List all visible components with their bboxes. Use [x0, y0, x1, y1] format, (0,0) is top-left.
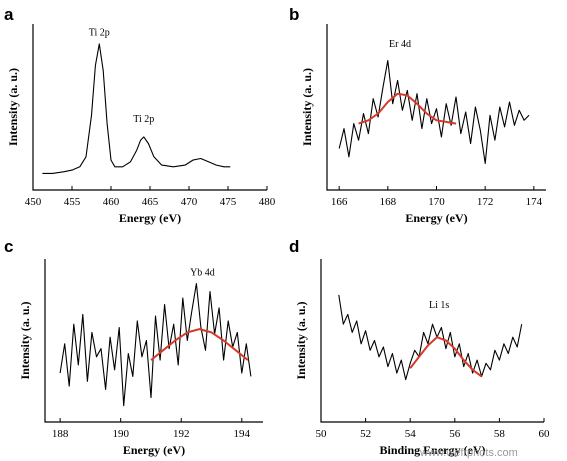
spectrum-line: [42, 43, 231, 174]
x-tick-label: 188: [52, 428, 69, 440]
x-tick-label: 170: [428, 196, 445, 208]
spectrum-line: [338, 59, 530, 164]
peak-label: Ti 2p: [89, 28, 110, 39]
y-axis-label: Intensity (a. u.): [300, 68, 314, 146]
peak-label: Er 4d: [389, 39, 411, 50]
spectrum-line: [338, 294, 523, 381]
x-tick-label: 455: [64, 196, 81, 208]
panel-a: a 450 455 460 465 470 475 480 Energy (eV) Intensi…: [4, 5, 276, 225]
x-tick-label: 60: [539, 428, 551, 440]
x-tick-label: 168: [380, 196, 397, 208]
axes-frame: [44, 259, 263, 423]
fit-curve-line: [409, 336, 483, 378]
panel-letter: a: [4, 5, 14, 24]
x-axis-label: Energy (eV): [405, 211, 467, 225]
x-tick-label: 194: [234, 428, 251, 440]
panel-letter: c: [4, 237, 13, 256]
x-tick-label: 475: [220, 196, 237, 208]
x-tick-label: 190: [112, 428, 129, 440]
x-tick-label: 465: [142, 196, 159, 208]
x-axis-label: Binding Energy (eV): [379, 443, 485, 457]
x-tick-label: 54: [405, 428, 417, 440]
x-axis-label: Energy (eV): [119, 211, 181, 225]
fit-curve-line: [150, 328, 249, 361]
x-tick-label: 460: [103, 196, 120, 208]
axes-frame: [326, 24, 546, 191]
x-tick-label: 192: [173, 428, 190, 440]
watermark: www.wefrphots.com: [419, 447, 518, 459]
peak-label: Yb 4d: [190, 267, 215, 278]
y-axis-label: Intensity (a. u.): [294, 301, 308, 379]
peak-label: Ti 2p: [133, 114, 154, 125]
panel-c: c 188 190 192 194 Energy (eV) Intensity (a. u.…: [4, 237, 263, 457]
x-axis-label: Energy (eV): [123, 443, 185, 457]
panel-b: b 166 168 170 172 174 Energy (eV) Intensity (a.…: [289, 5, 546, 225]
x-tick-label: 470: [181, 196, 198, 208]
peak-label: Li 1s: [429, 300, 449, 311]
x-tick-label: 58: [494, 428, 506, 440]
x-tick-label: 166: [331, 196, 348, 208]
panel-d: d 50 52 54 56 58 60 Binding Energy (eV) Intensit…: [289, 237, 550, 457]
x-tick-label: 56: [449, 428, 461, 440]
spectrum-line: [59, 282, 252, 407]
axes-frame: [32, 24, 267, 191]
panel-letter: b: [289, 5, 299, 24]
y-axis-label: Intensity (a. u.): [18, 301, 32, 379]
x-tick-label: 174: [526, 196, 543, 208]
y-axis-label: Intensity (a. u.): [6, 68, 20, 146]
fit-curve-line: [358, 92, 457, 125]
x-tick-label: 52: [360, 428, 371, 440]
x-tick-label: 450: [25, 196, 42, 208]
x-tick-label: 172: [477, 196, 494, 208]
x-tick-label: 50: [316, 428, 328, 440]
x-tick-label: 480: [259, 196, 276, 208]
panel-letter: d: [289, 237, 299, 256]
